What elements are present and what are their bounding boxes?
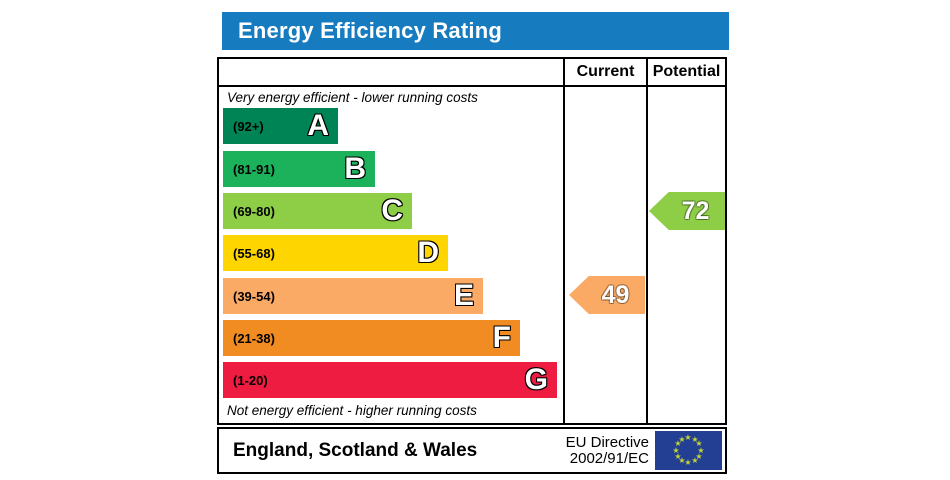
header-divider (219, 85, 725, 87)
band-g-letter: G (524, 363, 548, 396)
band-c-bar: (69-80) C (223, 193, 412, 229)
band-d-range: (55-68) (233, 245, 275, 261)
band-e-letter: E (453, 279, 474, 312)
potential-column-header: Potential (652, 63, 721, 80)
band-b-letter: B (344, 152, 366, 185)
eu-flag-icon: ★ ★ ★ ★ ★ ★ ★ ★ ★ ★ ★ ★ (655, 431, 722, 470)
band-f-letter: F (492, 321, 511, 354)
current-column-header: Current (576, 63, 635, 80)
eu-star-icon: ★ (695, 452, 703, 461)
band-c-letter: C (381, 194, 403, 227)
band-f-range: (21-38) (233, 330, 275, 346)
top-caption: Very energy efficient - lower running co… (227, 90, 478, 105)
current-rating-value: 49 (601, 280, 630, 309)
potential-rating-value: 72 (681, 196, 710, 225)
eu-star-icon: ★ (684, 433, 692, 442)
band-c-range: (69-80) (233, 203, 275, 219)
current-rating-arrow: 49 (569, 276, 645, 314)
band-b-range: (81-91) (233, 161, 275, 177)
eu-star-icon: ★ (672, 446, 680, 455)
eu-star-icon: ★ (674, 439, 682, 448)
title-bar: Energy Efficiency Rating (222, 12, 729, 50)
band-a-letter: A (307, 109, 329, 142)
band-d-bar: (55-68) D (223, 235, 448, 271)
band-f-bar: (21-38) F (223, 320, 520, 356)
page-title: Energy Efficiency Rating (238, 18, 502, 43)
band-g-range: (1-20) (233, 372, 268, 388)
rating-table: Current Potential Very energy efficient … (217, 57, 727, 425)
band-g-bar: (1-20) G (223, 362, 557, 398)
band-d-letter: D (417, 236, 439, 269)
eu-star-icon: ★ (691, 435, 699, 444)
band-a-range: (92+) (233, 118, 264, 134)
eu-star-icon: ★ (697, 446, 705, 455)
eu-star-icon: ★ (678, 435, 686, 444)
band-e-range: (39-54) (233, 288, 275, 304)
eu-directive-line1: EU Directive (565, 433, 649, 451)
band-b-bar: (81-91) B (223, 151, 375, 187)
footer-right: EU Directive 2002/91/EC ★ ★ ★ ★ ★ ★ ★ ★ … (566, 431, 722, 470)
eu-star-icon: ★ (678, 456, 686, 465)
eu-directive-line2: 2002/91/EC (569, 449, 649, 467)
footer: England, Scotland & Wales EU Directive 2… (217, 427, 727, 474)
eu-star-icon: ★ (674, 452, 682, 461)
bottom-caption: Not energy efficient - higher running co… (227, 403, 477, 418)
eu-directive-text: EU Directive 2002/91/EC (565, 433, 649, 467)
band-a-bar: (92+) A (223, 108, 338, 144)
band-e-bar: (39-54) E (223, 278, 483, 314)
potential-rating-arrow: 72 (649, 192, 725, 230)
column-divider (563, 59, 565, 423)
column-divider (646, 59, 648, 423)
eu-star-icon: ★ (684, 458, 692, 467)
region-label: England, Scotland & Wales (233, 439, 478, 461)
eu-star-icon: ★ (695, 439, 703, 448)
eu-star-icon: ★ (691, 456, 699, 465)
